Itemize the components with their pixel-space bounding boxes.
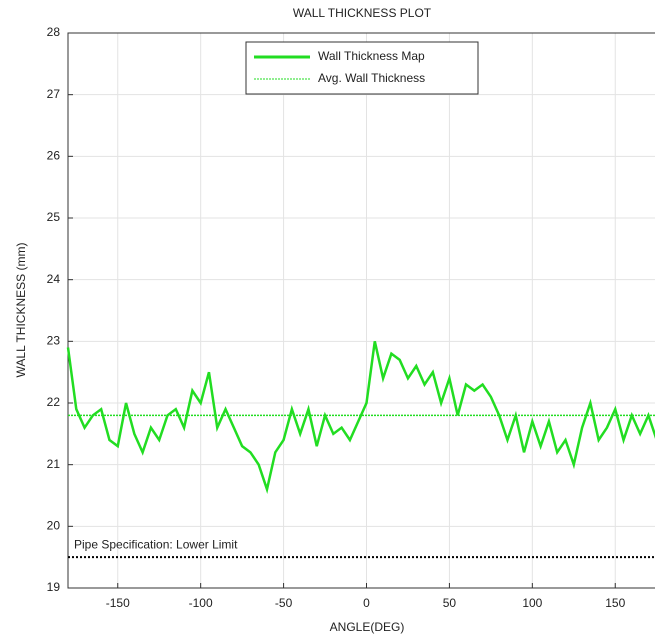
legend-box <box>245 41 479 95</box>
y-tick-label: 26 <box>47 149 61 163</box>
x-tick-label: 150 <box>605 596 625 610</box>
legend-label: Avg. Wall Thickness <box>318 71 425 85</box>
y-tick-label: 25 <box>47 210 61 224</box>
y-tick-label: 21 <box>47 457 61 471</box>
chart-title: WALL THICKNESS PLOT <box>293 6 432 20</box>
y-tick-label: 19 <box>47 580 61 594</box>
plot-frame <box>67 32 655 589</box>
y-axis-label: WALL THICKNESS (mm) <box>14 243 28 378</box>
y-tick-label: 20 <box>47 519 61 533</box>
limit-label: Pipe Specification: Lower Limit <box>74 537 238 551</box>
x-tick-label: 100 <box>522 596 542 610</box>
x-axis-label: ANGLE(DEG) <box>330 620 405 634</box>
x-tick-label: -50 <box>275 596 293 610</box>
x-tick-label: -100 <box>189 596 213 610</box>
y-tick-label: 22 <box>47 395 61 409</box>
y-tick-label: 24 <box>47 272 61 286</box>
y-tick-label: 27 <box>47 87 61 101</box>
x-tick-label: 0 <box>363 596 370 610</box>
x-tick-label: -150 <box>106 596 130 610</box>
y-tick-label: 28 <box>47 25 61 39</box>
x-tick-label: 50 <box>443 596 457 610</box>
legend-label: Wall Thickness Map <box>318 49 425 63</box>
y-tick-label: 23 <box>47 334 61 348</box>
